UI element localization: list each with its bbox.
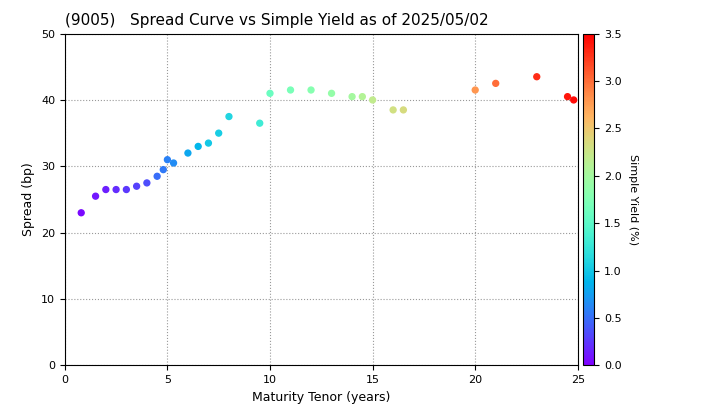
Point (531, 74, 543, 80)
Point (284, 87, 297, 93)
Point (158, 166, 169, 173)
Point (161, 156, 173, 163)
Point (264, 90, 276, 97)
Point (305, 87, 317, 93)
Point (325, 90, 337, 97)
Point (356, 93, 368, 100)
Point (131, 183, 143, 189)
Point (562, 93, 573, 100)
Point (76, 210, 87, 216)
Point (151, 173, 163, 180)
Point (346, 93, 358, 100)
Point (110, 186, 122, 193)
Text: (9005)   Spread Curve vs Simple Yield as of 2025/05/02: (9005) Spread Curve vs Simple Yield as o… (65, 13, 488, 28)
Point (192, 143, 204, 150)
Point (121, 186, 132, 193)
Point (213, 130, 225, 136)
Point (182, 150, 194, 156)
Point (469, 87, 481, 93)
Y-axis label: Simple Yield (%): Simple Yield (%) (629, 154, 639, 245)
Point (168, 160, 179, 166)
Point (367, 97, 379, 103)
X-axis label: Maturity Tenor (years): Maturity Tenor (years) (252, 391, 390, 404)
Point (100, 186, 112, 193)
Point (223, 113, 235, 120)
Point (397, 107, 409, 113)
Y-axis label: Spread (bp): Spread (bp) (22, 163, 35, 236)
Point (490, 80, 502, 87)
Point (387, 107, 399, 113)
Point (141, 179, 153, 186)
Point (254, 120, 266, 126)
Point (203, 140, 215, 147)
Point (90, 193, 102, 199)
Point (568, 97, 580, 103)
